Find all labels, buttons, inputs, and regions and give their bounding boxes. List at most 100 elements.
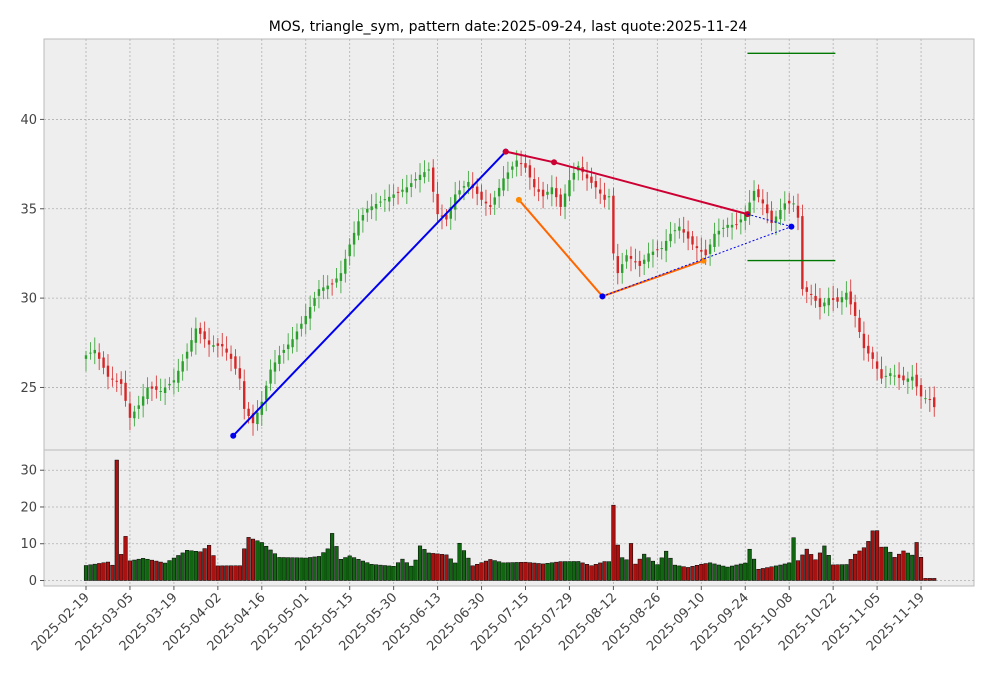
volume-bar: [132, 559, 137, 581]
candle: [796, 193, 800, 231]
candle-body: [133, 411, 136, 419]
volume-bar: [404, 562, 409, 581]
candle: [748, 190, 751, 225]
volume-bar: [356, 559, 361, 581]
candle-body: [269, 369, 272, 384]
candle-body: [330, 283, 334, 285]
candle: [889, 368, 892, 385]
candle: [682, 216, 685, 243]
candle-body: [155, 386, 158, 390]
candle: [308, 295, 312, 331]
candle: [238, 356, 242, 390]
candle: [590, 167, 593, 189]
candle: [893, 364, 896, 386]
candle-body: [651, 251, 655, 255]
candle-body: [93, 349, 96, 354]
volume-bar: [505, 562, 510, 581]
volume-bar: [756, 568, 761, 581]
candle-body: [221, 344, 224, 347]
candle: [396, 186, 400, 205]
candle: [757, 184, 760, 203]
volume-bar: [576, 561, 581, 581]
volume-bar: [453, 562, 458, 581]
volume-bar: [791, 537, 796, 581]
volume-bar: [470, 565, 475, 581]
volume-bar: [773, 565, 779, 581]
volume-y-tick-label: 30: [20, 464, 37, 479]
candle: [159, 378, 162, 401]
candle-body: [748, 202, 751, 217]
candle: [678, 218, 681, 239]
candle-body: [172, 380, 176, 383]
candle-body: [339, 273, 343, 281]
candle-body: [902, 375, 905, 381]
candle: [862, 321, 866, 361]
candle-body: [458, 190, 461, 195]
volume-bar: [145, 558, 150, 581]
volume-bar: [892, 557, 897, 581]
candle-body: [726, 224, 729, 228]
candle: [823, 297, 826, 314]
volume-bar: [391, 566, 396, 581]
candle-body: [871, 352, 874, 359]
volume-bar: [927, 578, 932, 581]
candle-body: [528, 165, 532, 178]
volume-bar: [584, 564, 590, 581]
candle: [168, 377, 171, 391]
candle: [89, 342, 92, 360]
candle: [128, 392, 132, 431]
volume-bar: [422, 549, 427, 581]
candle-body: [374, 203, 378, 209]
candle-body: [185, 351, 189, 359]
candle-body: [497, 187, 501, 197]
volume-bar: [492, 560, 497, 581]
candle-body: [379, 201, 382, 203]
candle: [361, 207, 365, 233]
candle: [827, 287, 830, 317]
candle-body: [669, 233, 672, 242]
candle: [559, 188, 562, 216]
candle-body: [436, 193, 439, 215]
volume-bar: [119, 554, 124, 581]
candle-body: [594, 181, 598, 188]
volume-bar: [158, 561, 163, 581]
price-y-tick-label: 25: [20, 381, 37, 396]
candle: [97, 343, 101, 371]
volume-bar: [615, 544, 620, 581]
candle: [181, 354, 184, 381]
candle-body: [801, 216, 804, 290]
candle: [93, 337, 96, 365]
candle: [585, 161, 589, 191]
candle: [788, 192, 791, 214]
candle: [146, 377, 149, 405]
volume-bar: [633, 563, 638, 581]
candle-body: [537, 189, 540, 192]
candle-body: [115, 380, 118, 382]
candle: [106, 354, 110, 390]
candle: [379, 195, 382, 208]
volume-bar: [523, 561, 528, 581]
volume-bar: [171, 557, 176, 581]
volume-bar: [751, 558, 757, 581]
candle-body: [766, 204, 769, 214]
candle-body: [251, 413, 255, 424]
candle: [884, 365, 888, 389]
volume-bar: [136, 558, 141, 581]
volume-bar: [510, 562, 515, 581]
volume-bar: [730, 565, 735, 581]
candle: [300, 316, 303, 337]
candle: [207, 327, 211, 357]
volume-bar: [211, 555, 216, 581]
candle-body: [788, 200, 791, 204]
volume-bar: [875, 530, 880, 581]
candle: [836, 288, 839, 309]
candle-body: [678, 226, 681, 231]
candle-body: [664, 240, 668, 251]
candle-body: [660, 248, 663, 250]
candle-body: [884, 375, 888, 377]
volume-bar: [413, 559, 418, 581]
volume-bar: [782, 563, 787, 581]
volume-bar: [637, 558, 642, 581]
volume-bar: [897, 553, 902, 581]
volume-bar: [620, 557, 625, 581]
